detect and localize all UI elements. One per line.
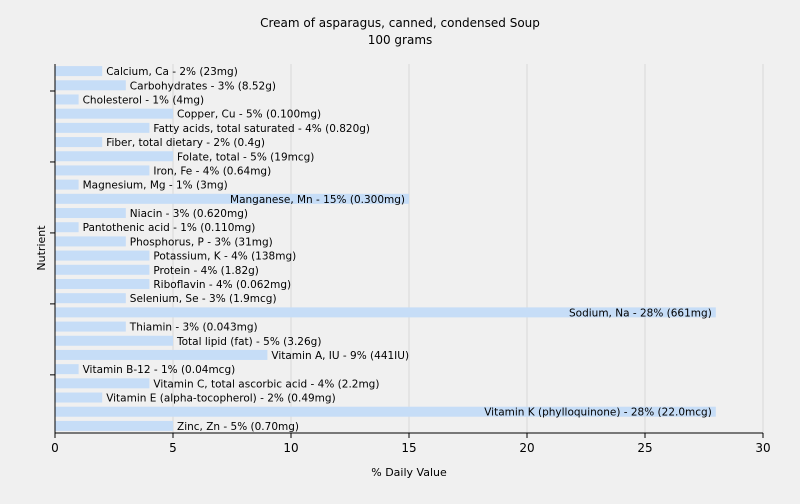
bar-label: Niacin - 3% (0.620mg) (130, 208, 248, 220)
bar (55, 193, 409, 204)
y-axis-label: Nutrient (35, 225, 48, 271)
x-tick-label: 10 (283, 441, 298, 455)
bar (55, 307, 716, 318)
bar (55, 222, 79, 233)
chart-subtitle: 100 grams (368, 33, 433, 47)
bar (55, 108, 173, 119)
bar-label: Thiamin - 3% (0.043mg) (129, 322, 258, 334)
bar-label: Vitamin K (phylloquinone) - 28% (22.0mcg… (484, 407, 712, 419)
bars: Calcium, Ca - 2% (23mg) Carbohydrates - 3… (55, 66, 716, 433)
bar-label: Calcium, Ca - 2% (23mg) (106, 66, 238, 78)
bar (55, 250, 150, 261)
x-tick-label: 5 (169, 441, 177, 455)
x-tick-label: 20 (519, 441, 534, 455)
bar (55, 264, 150, 275)
bar (55, 278, 150, 289)
bar-label: Sodium, Na - 28% (661mg) (569, 307, 712, 319)
bar (55, 335, 173, 346)
bar-label: Vitamin B-12 - 1% (0.04mcg) (83, 364, 236, 376)
bar-label: Riboflavin - 4% (0.062mg) (153, 279, 291, 291)
bar-label: Vitamin A, IU - 9% (441IU) (271, 350, 409, 362)
bar (55, 321, 126, 332)
bar (55, 364, 79, 375)
bar-label: Manganese, Mn - 15% (0.300mg) (230, 194, 405, 206)
bar (55, 236, 126, 247)
bar-label: Copper, Cu - 5% (0.100mg) (177, 109, 321, 121)
x-tick-label: 0 (51, 441, 59, 455)
bar (55, 392, 103, 403)
bar (55, 94, 79, 105)
bar-label: Potassium, K - 4% (138mg) (153, 251, 296, 263)
bar-label: Folate, total - 5% (19mcg) (177, 151, 314, 163)
x-tick-label: 15 (401, 441, 416, 455)
bar-label: Selenium, Se - 3% (1.9mcg) (130, 293, 277, 305)
bar (55, 165, 150, 176)
bar (55, 378, 150, 389)
bar-label: Vitamin C, total ascorbic acid - 4% (2.2… (153, 378, 379, 390)
bar (55, 122, 150, 133)
bar-label: Vitamin E (alpha-tocopherol) - 2% (0.49m… (106, 393, 336, 405)
bar (55, 137, 103, 148)
bar-label: Magnesium, Mg - 1% (3mg) (83, 180, 228, 192)
bar-label: Fiber, total dietary - 2% (0.4g) (106, 137, 265, 149)
bar-label: Fatty acids, total saturated - 4% (0.820… (153, 123, 370, 135)
x-tick-label: 30 (755, 441, 770, 455)
bar-label: Phosphorus, P - 3% (31mg) (130, 236, 273, 248)
bar-label: Total lipid (fat) - 5% (3.26g) (176, 336, 321, 348)
grid-lines (172, 64, 764, 433)
x-axis-label: % Daily Value (371, 466, 447, 479)
bar-label: Pantothenic acid - 1% (0.110mg) (83, 222, 256, 234)
bar (55, 151, 173, 162)
bar (55, 293, 126, 304)
bar-label: Zinc, Zn - 5% (0.70mg) (177, 421, 299, 433)
axes: 0 5 10 15 20 25 30 (50, 64, 771, 455)
x-tick-label: 25 (637, 441, 652, 455)
bar (55, 80, 126, 91)
bar (55, 406, 716, 417)
bar (55, 420, 173, 431)
bar-label: Cholesterol - 1% (4mg) (83, 94, 205, 106)
bar (55, 66, 103, 77)
bar (55, 208, 126, 219)
bar (55, 349, 268, 360)
bar (55, 179, 79, 190)
chart-title: Cream of asparagus, canned, condensed So… (260, 16, 540, 30)
bar-label: Iron, Fe - 4% (0.64mg) (153, 165, 271, 177)
bar-label: Protein - 4% (1.82g) (153, 265, 259, 277)
bar-label: Carbohydrates - 3% (8.52g) (130, 80, 276, 92)
